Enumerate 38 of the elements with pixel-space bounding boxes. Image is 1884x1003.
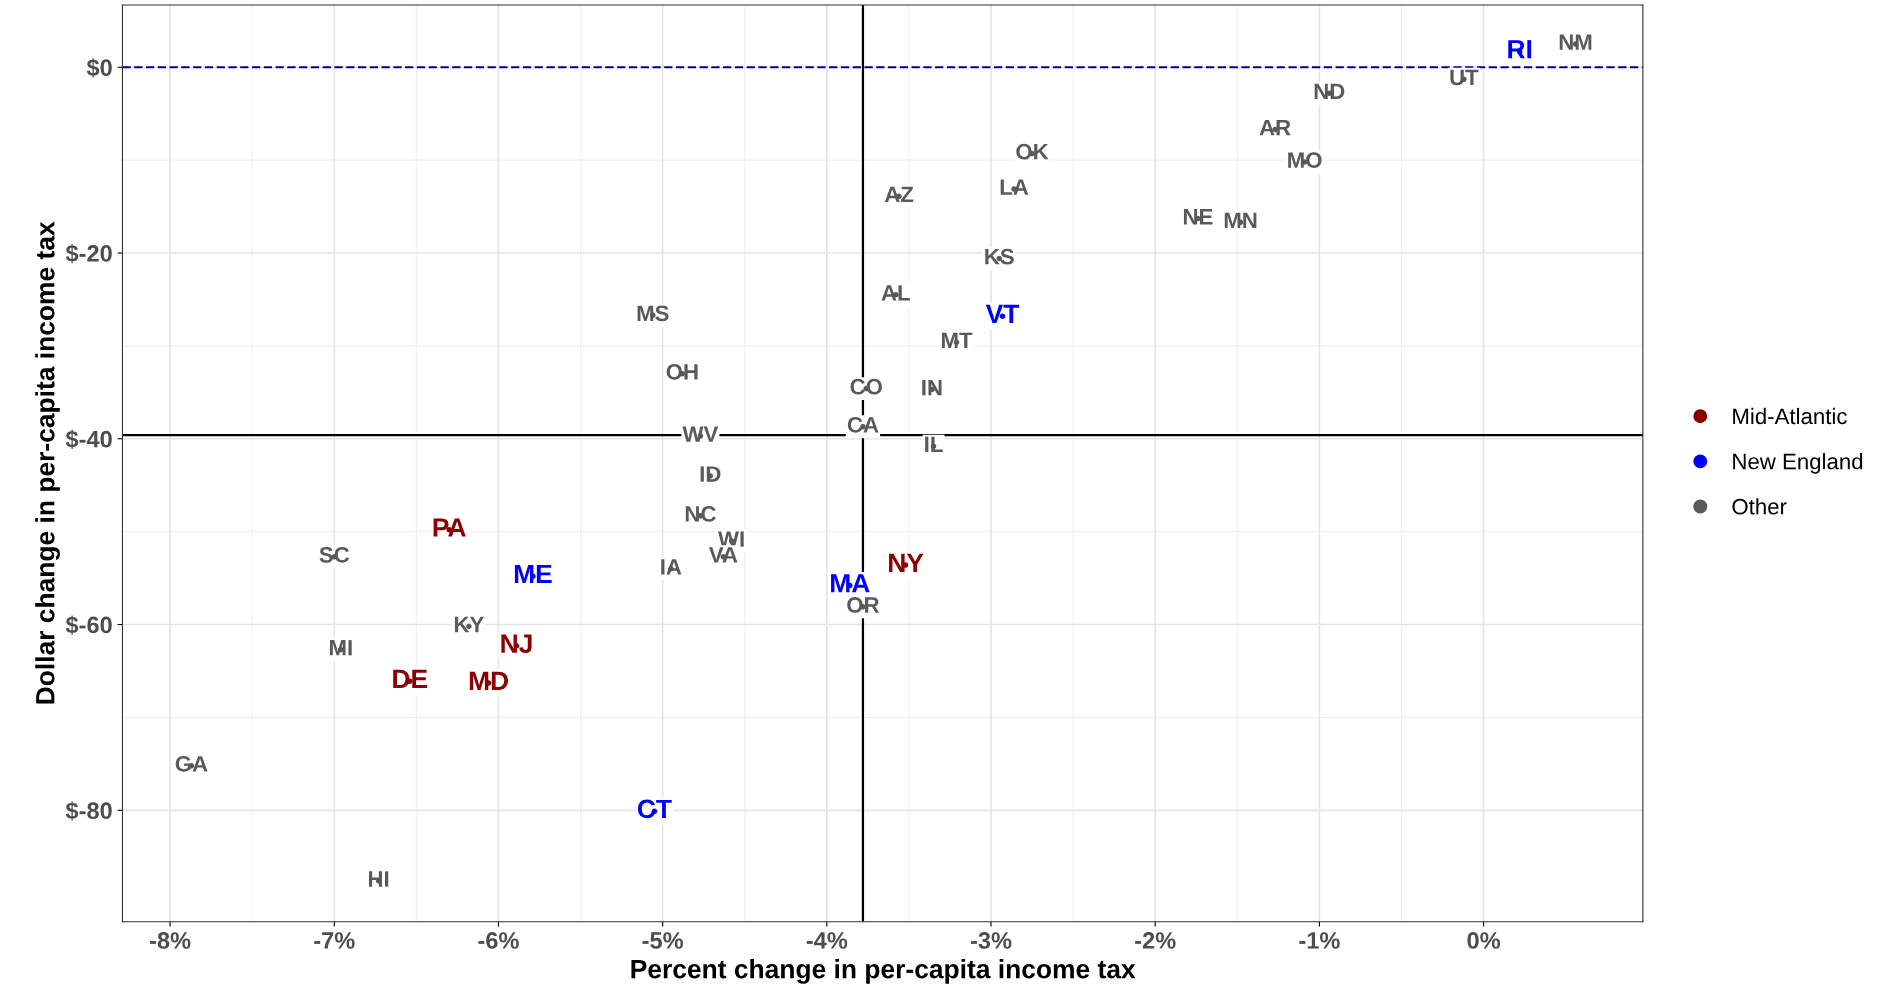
data-label: IN xyxy=(922,380,942,396)
legend-label: Other xyxy=(1732,498,1787,515)
x-tick-label: -4% xyxy=(806,932,848,949)
data-label: GA xyxy=(175,755,208,772)
data-label: CT xyxy=(637,799,672,819)
data-label: VT xyxy=(985,304,1020,323)
x-tick-label: -1% xyxy=(1299,932,1340,949)
y-tick-label: $0 xyxy=(86,58,112,78)
data-label: NM xyxy=(1559,34,1592,50)
y-tick-label: $-60 xyxy=(65,615,112,635)
x-tick-label: -2% xyxy=(1135,932,1176,949)
x-tick-label: -3% xyxy=(970,932,1012,949)
y-tick-label: $-80 xyxy=(65,801,112,821)
x-tick-label: -7% xyxy=(314,932,355,949)
y-tick-label: $-40 xyxy=(65,429,112,450)
data-label: AZ xyxy=(884,186,914,203)
data-label: AR xyxy=(1259,119,1291,136)
x-axis-title: Percent change in per-capita income tax xyxy=(631,959,1136,984)
x-tick-label: 0% xyxy=(1467,932,1501,949)
data-label: NE xyxy=(1183,209,1213,225)
data-label: LA xyxy=(1000,179,1029,195)
x-tick-label: -5% xyxy=(642,932,684,949)
data-label: AL xyxy=(881,285,910,301)
data-label: UT xyxy=(1450,69,1479,86)
data-label: MI xyxy=(329,640,352,656)
y-tick-label: $-20 xyxy=(65,244,112,264)
data-label: HI xyxy=(368,871,389,887)
x-tick-label: -8% xyxy=(150,932,191,949)
legend-label: New England xyxy=(1733,453,1863,474)
y-axis-title: Dollar change in per-capita income tax xyxy=(35,221,60,704)
data-label: NJ xyxy=(501,634,532,653)
data-label: PA xyxy=(433,518,466,537)
data-label: ME xyxy=(514,564,552,584)
x-tick-label: -6% xyxy=(478,932,519,949)
data-label: ID xyxy=(700,466,721,482)
data-label: OH xyxy=(666,363,698,380)
legend-label: Mid-Atlantic xyxy=(1733,407,1847,425)
data-label: NC xyxy=(685,506,716,522)
